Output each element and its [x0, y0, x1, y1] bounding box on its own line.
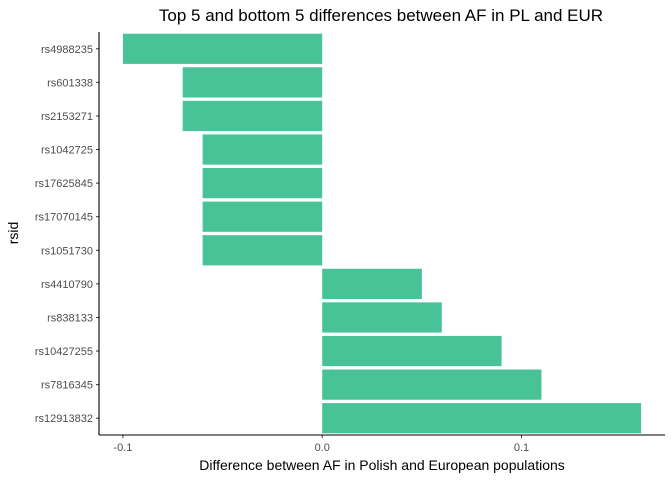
bar-rs838133: [322, 302, 442, 333]
bar-rs4410790: [322, 268, 422, 299]
y-tick-label: rs1051730: [41, 245, 93, 257]
y-tick-label: rs17070145: [35, 212, 93, 224]
y-tick-label: rs2153271: [41, 111, 93, 123]
bar-rs17070145: [202, 201, 323, 232]
chart-title: Top 5 and bottom 5 differences between A…: [159, 6, 603, 25]
bar-rs601338: [182, 67, 323, 98]
y-tick-label: rs7816345: [41, 380, 93, 392]
bar-rs12913832: [322, 403, 642, 434]
bar-rs7816345: [322, 369, 542, 400]
bar-rs17625845: [202, 168, 323, 199]
bar-rs1051730: [202, 235, 323, 266]
bars-group: [122, 33, 642, 434]
y-tick-label: rs10427255: [35, 346, 93, 358]
bar-rs4988235: [122, 33, 323, 64]
y-tick-label: rs4410790: [41, 279, 93, 291]
y-tick-label: rs17625845: [35, 178, 93, 190]
y-axis-ticks: rs4988235 rs601338 rs2153271 rs1042725 rs176…: [35, 44, 99, 425]
y-axis-title: rsid: [5, 222, 21, 245]
y-tick-label: rs4988235: [41, 44, 93, 56]
y-tick-label: rs601338: [47, 77, 93, 89]
x-tick-label: 0.0: [315, 442, 330, 454]
y-tick-label: rs838133: [47, 312, 93, 324]
bar-rs2153271: [182, 100, 323, 132]
x-axis-ticks: -0.1 0.0 0.1: [113, 435, 529, 454]
x-tick-label: -0.1: [113, 442, 132, 454]
x-axis-title: Difference between AF in Polish and Euro…: [199, 457, 565, 473]
bar-rs1042725: [202, 134, 323, 165]
x-tick-label: 0.1: [514, 442, 529, 454]
bar-rs10427255: [322, 335, 502, 367]
y-tick-label: rs1042725: [41, 145, 93, 157]
y-tick-label: rs12913832: [35, 413, 93, 425]
